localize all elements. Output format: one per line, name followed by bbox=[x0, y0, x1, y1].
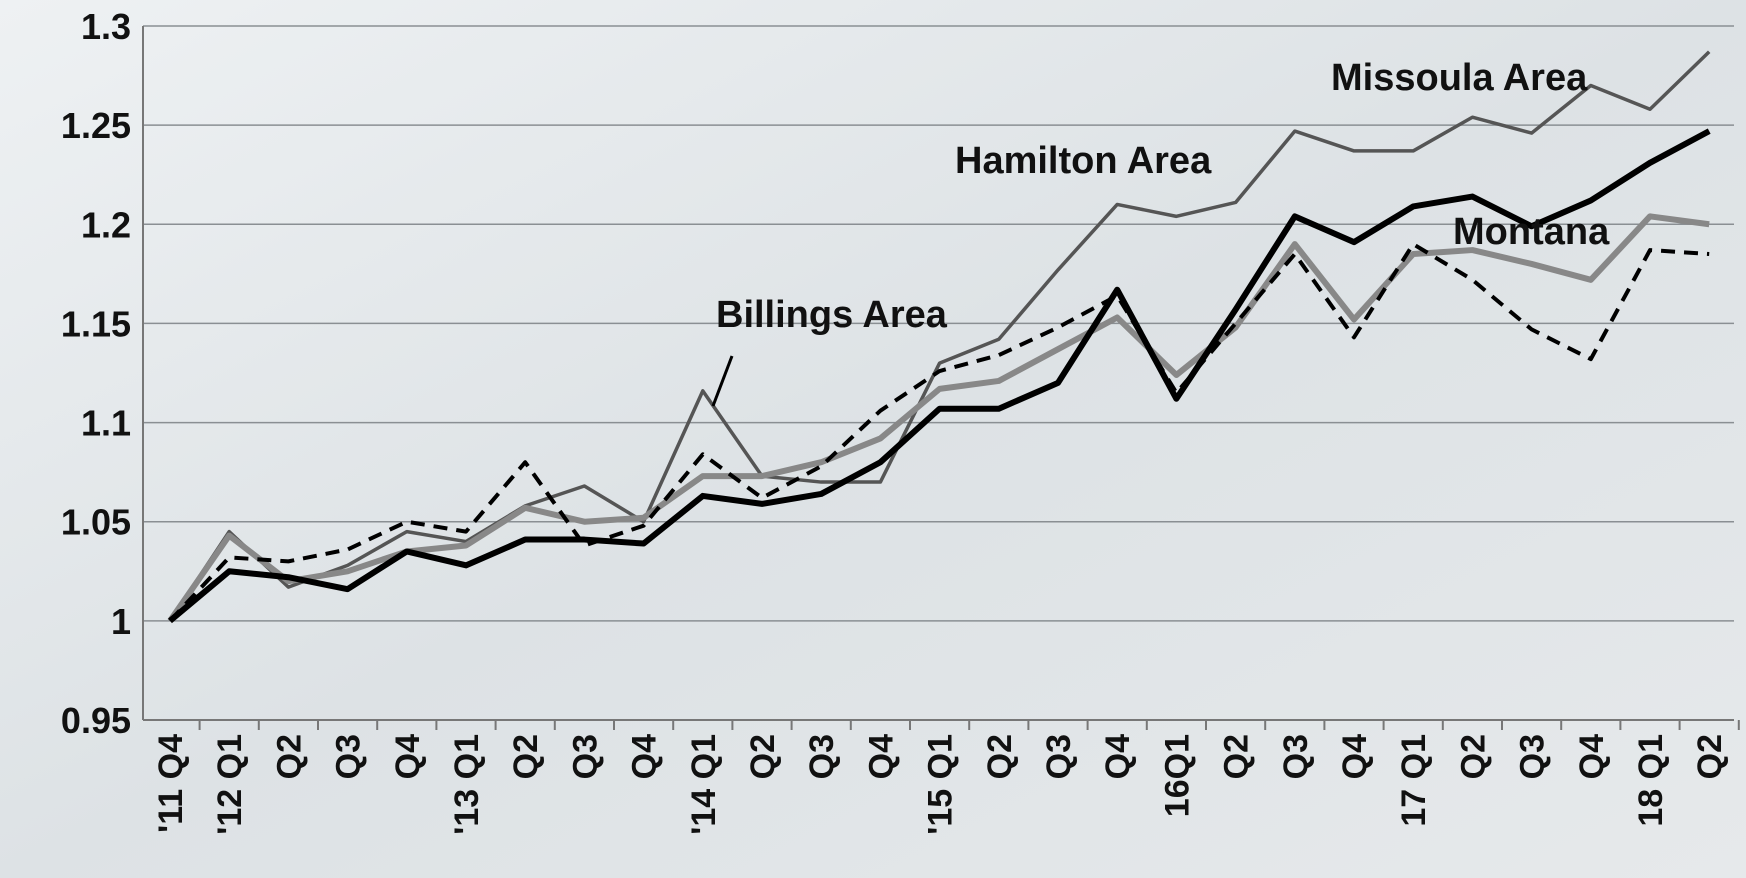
x-tick-label: 16Q1 bbox=[1158, 734, 1196, 817]
x-tick-label: Q2 bbox=[1454, 734, 1492, 779]
x-tick-label: Q3 bbox=[1277, 734, 1315, 779]
series-label: Hamilton Area bbox=[955, 140, 1212, 182]
series-label: Montana bbox=[1453, 211, 1610, 253]
y-tick-label: 1.25 bbox=[61, 105, 131, 146]
x-tick-label: Q4 bbox=[1336, 734, 1374, 779]
x-tick-label: Q3 bbox=[330, 734, 368, 779]
y-tick-label: 0.95 bbox=[61, 700, 131, 741]
y-tick-label: 1.2 bbox=[81, 204, 131, 245]
x-tick-label: Q2 bbox=[744, 734, 782, 779]
x-tick-label: Q2 bbox=[1218, 734, 1256, 779]
x-tick-label: Q2 bbox=[270, 734, 308, 779]
x-tick-label: '14 Q1 bbox=[685, 734, 723, 835]
x-tick-label: Q4 bbox=[626, 734, 664, 779]
series-line bbox=[168, 128, 1711, 624]
x-tick-label: Q4 bbox=[389, 734, 427, 779]
x-tick-label: 17 Q1 bbox=[1395, 734, 1433, 827]
x-tick-label: '13 Q1 bbox=[448, 734, 486, 835]
series-label: Missoula Area bbox=[1331, 57, 1588, 99]
x-tick-label: Q2 bbox=[981, 734, 1019, 779]
x-tick-label: '11 Q4 bbox=[152, 734, 190, 833]
x-tick-label: Q2 bbox=[1691, 734, 1729, 779]
y-tick-label: 1 bbox=[111, 601, 131, 642]
x-tick-label: Q2 bbox=[507, 734, 545, 779]
y-tick-label: 1.05 bbox=[61, 502, 131, 543]
x-tick-label: Q3 bbox=[1514, 734, 1552, 779]
x-tick-label: Q4 bbox=[1573, 734, 1611, 779]
series-label: Billings Area bbox=[716, 294, 948, 336]
x-tick-label: Q3 bbox=[566, 734, 604, 779]
y-tick-label: 1.1 bbox=[81, 403, 131, 444]
x-tick-label: Q4 bbox=[862, 734, 900, 779]
x-tick-label: '15 Q1 bbox=[922, 734, 960, 835]
x-tick-label: '12 Q1 bbox=[211, 734, 249, 835]
y-tick-label: 1.3 bbox=[81, 6, 131, 47]
series-line bbox=[168, 242, 1710, 623]
x-tick-label: Q3 bbox=[803, 734, 841, 779]
x-tick-label: 18 Q1 bbox=[1632, 734, 1670, 827]
series-line bbox=[167, 213, 1710, 623]
y-tick-label: 1.15 bbox=[61, 303, 131, 344]
x-tick-label: Q4 bbox=[1099, 734, 1137, 779]
x-tick-label: Q3 bbox=[1040, 734, 1078, 779]
series-line bbox=[168, 50, 1711, 622]
annotation-pointer bbox=[711, 355, 734, 407]
